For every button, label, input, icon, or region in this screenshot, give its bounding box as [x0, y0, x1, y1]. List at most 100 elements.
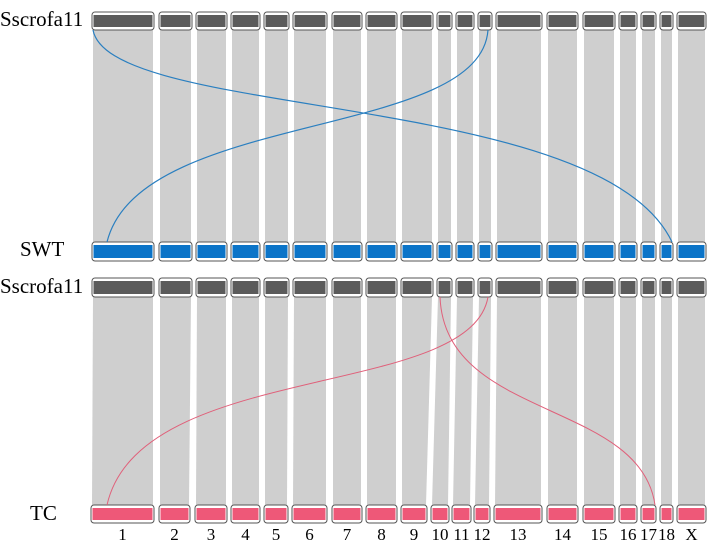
- chromosome-block: [479, 15, 491, 27]
- chromosome-block: [232, 245, 259, 258]
- chromosome-block: [197, 281, 226, 294]
- chromosome-block: [642, 15, 655, 27]
- chromosome-label: 6: [305, 525, 314, 543]
- chromosome-block: [475, 508, 489, 520]
- track-label: Sscrofa11: [0, 7, 83, 31]
- chromosome-block: [584, 281, 614, 294]
- synteny-band: [438, 30, 451, 242]
- chromosome-block: [265, 281, 288, 294]
- synteny-band: [642, 30, 655, 242]
- chromosome-block: [367, 245, 396, 258]
- synteny-band: [402, 30, 432, 242]
- synteny-band: [93, 30, 153, 242]
- chromosome-block: [479, 281, 491, 294]
- chromosome-block: [93, 15, 153, 27]
- chromosome-block: [453, 508, 470, 520]
- chromosome-label: 15: [591, 525, 608, 543]
- chromosome-block: [367, 281, 396, 294]
- chromosome-label: 4: [241, 525, 250, 543]
- chromosome-label: 3: [207, 525, 216, 543]
- chromosome-block: [265, 15, 288, 27]
- synteny-band: [457, 30, 473, 242]
- synteny-band: [661, 30, 672, 242]
- track-label: Sscrofa11: [0, 274, 83, 298]
- synteny-band: [584, 30, 614, 242]
- chromosome-block: [402, 15, 432, 27]
- synteny-band: [333, 30, 361, 242]
- chromosome-block: [232, 281, 259, 294]
- chromosome-block: [620, 508, 636, 520]
- chromosome-label: 18: [658, 525, 675, 543]
- synteny-band: [678, 30, 705, 242]
- chromosome-block: [661, 281, 672, 294]
- chromosome-block: [333, 15, 361, 27]
- chromosome-block: [678, 245, 705, 258]
- chromosome-block: [661, 508, 672, 520]
- chromosome-block: [438, 245, 451, 258]
- synteny-band: [432, 297, 451, 505]
- track-label: SWT: [20, 237, 65, 261]
- synteny-band: [642, 297, 655, 505]
- synteny-band: [160, 297, 191, 505]
- synteny-band: [367, 297, 396, 505]
- chromosome-block: [160, 15, 191, 27]
- chromosome-block: [402, 508, 426, 520]
- chromosome-block: [265, 245, 288, 258]
- synteny-band: [402, 297, 432, 505]
- chromosome-block: [678, 508, 705, 520]
- synteny-band: [479, 30, 491, 242]
- chromosome-block: [333, 281, 361, 294]
- chromosome-block: [661, 15, 672, 27]
- chromosome-block: [293, 508, 326, 520]
- chromosome-block: [642, 281, 655, 294]
- chromosome-label: 12: [474, 525, 491, 543]
- chromosome-label: 11: [453, 525, 469, 543]
- chromosome-block: [402, 281, 432, 294]
- synteny-band: [475, 297, 491, 505]
- chromosome-block: [367, 15, 396, 27]
- chromosome-block: [620, 15, 636, 27]
- chromosome-block: [402, 245, 432, 258]
- chromosome-label: 1: [118, 525, 127, 543]
- highlight-link: [92, 29, 673, 243]
- chromosome-block: [232, 508, 259, 520]
- chromosome-block: [584, 508, 614, 520]
- chromosome-blocks: [90, 11, 707, 524]
- chromosome-label: 8: [377, 525, 386, 543]
- synteny-band: [160, 30, 191, 242]
- chromosome-block: [197, 245, 226, 258]
- highlight-link: [106, 29, 489, 243]
- chromosome-label: 16: [620, 525, 637, 543]
- chromosome-block: [333, 245, 361, 258]
- chromosome-label: 2: [170, 525, 179, 543]
- chromosome-block: [548, 508, 577, 520]
- chromosome-block: [479, 245, 491, 258]
- synteny-band: [497, 30, 541, 242]
- synteny-band: [293, 297, 326, 505]
- synteny-band: [232, 297, 259, 505]
- synteny-band: [197, 30, 226, 242]
- synteny-band: [548, 30, 577, 242]
- synteny-band: [92, 297, 153, 505]
- chromosome-block: [495, 508, 541, 520]
- chromosome-block: [661, 245, 672, 258]
- synteny-band: [495, 297, 541, 505]
- chromosome-label: 5: [272, 525, 281, 543]
- synteny-band: [620, 297, 636, 505]
- chromosome-block: [160, 245, 191, 258]
- synteny-links: [92, 30, 705, 505]
- chromosome-block: [160, 281, 191, 294]
- chromosome-block: [457, 15, 473, 27]
- chromosome-block: [333, 508, 361, 520]
- chromosome-block: [294, 15, 326, 27]
- synteny-band: [265, 297, 288, 505]
- chromosome-block: [457, 281, 473, 294]
- synteny-band: [196, 297, 226, 505]
- chromosome-block: [232, 15, 259, 27]
- synteny-band: [661, 297, 672, 505]
- track-label: TC: [30, 501, 57, 525]
- chromosome-block: [457, 245, 473, 258]
- chromosome-block: [160, 508, 189, 520]
- chromosome-block: [367, 508, 396, 520]
